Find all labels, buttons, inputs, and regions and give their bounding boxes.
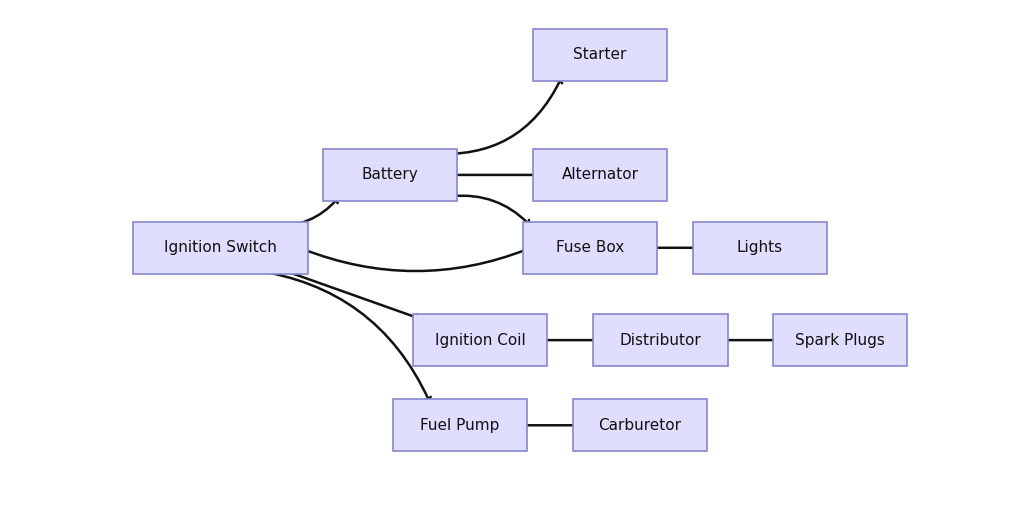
FancyBboxPatch shape bbox=[393, 399, 526, 451]
Text: Carburetor: Carburetor bbox=[598, 418, 682, 433]
FancyBboxPatch shape bbox=[692, 222, 827, 274]
FancyBboxPatch shape bbox=[573, 399, 707, 451]
Text: Fuel Pump: Fuel Pump bbox=[420, 418, 500, 433]
Text: Fuse Box: Fuse Box bbox=[556, 240, 624, 255]
FancyBboxPatch shape bbox=[522, 222, 657, 274]
Text: Alternator: Alternator bbox=[561, 167, 639, 183]
FancyBboxPatch shape bbox=[532, 149, 668, 201]
FancyBboxPatch shape bbox=[324, 149, 457, 201]
Text: Distributor: Distributor bbox=[620, 332, 701, 348]
Text: Starter: Starter bbox=[573, 47, 627, 63]
FancyBboxPatch shape bbox=[772, 314, 907, 366]
Text: Ignition Coil: Ignition Coil bbox=[435, 332, 525, 348]
FancyBboxPatch shape bbox=[594, 314, 727, 366]
Text: Battery: Battery bbox=[361, 167, 419, 183]
Text: Lights: Lights bbox=[736, 240, 783, 255]
Text: Spark Plugs: Spark Plugs bbox=[795, 332, 885, 348]
FancyBboxPatch shape bbox=[133, 222, 307, 274]
FancyBboxPatch shape bbox=[413, 314, 547, 366]
Text: Ignition Switch: Ignition Switch bbox=[164, 240, 276, 255]
FancyBboxPatch shape bbox=[532, 29, 668, 81]
